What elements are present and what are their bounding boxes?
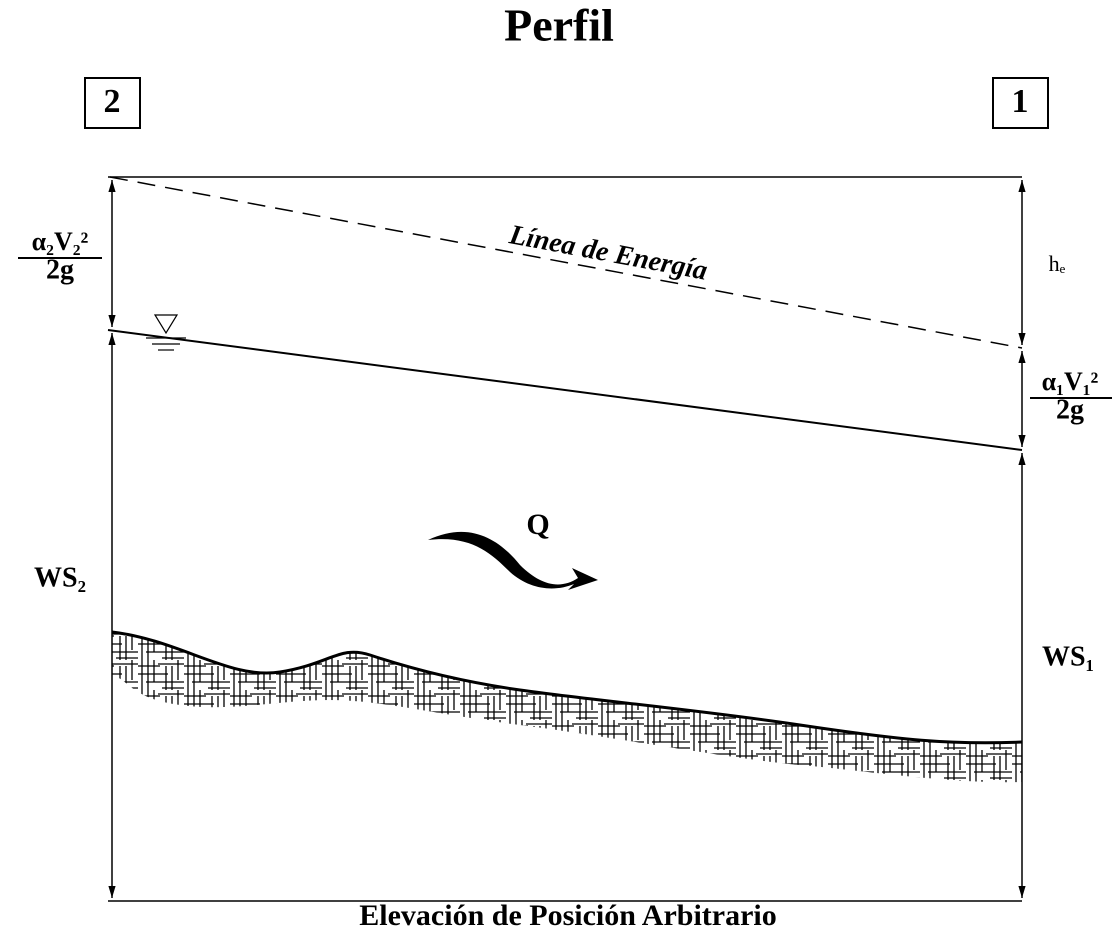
bed-hatching — [112, 632, 1022, 783]
velocity-head-numerator: α₂V₂² — [32, 227, 89, 256]
velocity-head-numerator: α₁V₁² — [1042, 367, 1099, 396]
section-label: 1 — [1012, 83, 1029, 120]
channel-bed — [111, 630, 1023, 745]
section-label: 2 — [104, 83, 121, 120]
section-box — [992, 77, 1049, 129]
flow-arrow — [428, 531, 598, 590]
flow-label: Q — [526, 508, 549, 541]
ws2-label: WS₂ — [34, 562, 86, 593]
water-surface — [107, 329, 1023, 451]
head-loss-label: hₑ — [1049, 251, 1066, 276]
velocity-head-denominator: 2g — [1056, 394, 1084, 425]
velocity-head-denominator: 2g — [46, 254, 74, 285]
ws1-label: WS₁ — [1042, 641, 1094, 672]
section-box — [84, 77, 141, 129]
energy-line — [109, 176, 1023, 349]
dimension-arrows — [108, 180, 1026, 898]
title: Perfil — [504, 0, 614, 51]
energy-line-label: Línea de Energía — [506, 219, 710, 287]
water-symbol — [146, 314, 186, 351]
datum-label: Elevación de Posición Arbitrario — [359, 899, 776, 932]
